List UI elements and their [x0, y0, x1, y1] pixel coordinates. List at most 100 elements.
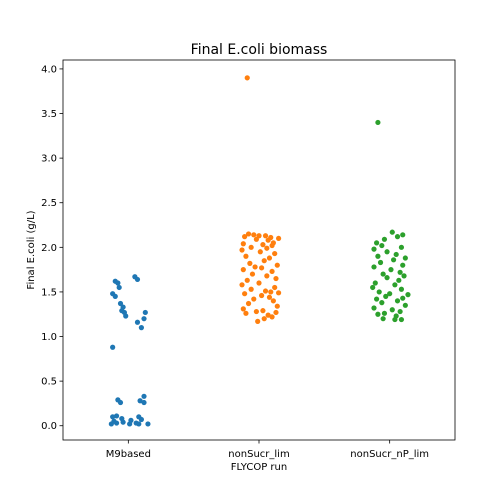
data-point: [389, 229, 395, 235]
data-point: [401, 273, 407, 279]
data-point: [256, 233, 262, 239]
data-point: [272, 284, 278, 291]
data-point: [112, 293, 118, 299]
data-point: [273, 309, 279, 316]
data-point: [380, 316, 386, 322]
data-point: [371, 246, 377, 252]
y-tick-label: 1.0: [41, 332, 57, 343]
data-point: [402, 302, 408, 308]
y-tick-label: 0.0: [41, 421, 57, 432]
data-point: [137, 398, 143, 404]
data-point: [240, 306, 246, 312]
data-point: [117, 399, 124, 406]
data-point: [397, 308, 403, 315]
data-point: [261, 258, 267, 264]
data-point: [381, 236, 388, 242]
y-tick-label: 2.5: [41, 198, 57, 209]
data-point: [383, 293, 389, 299]
y-tick-label: 3.5: [41, 109, 57, 120]
x-tick-label: nonSucr_nP_lim: [350, 449, 429, 460]
data-point: [392, 282, 398, 288]
data-point: [110, 414, 116, 420]
y-tick-label: 2.0: [41, 243, 57, 254]
data-point: [261, 316, 267, 322]
data-point: [374, 296, 380, 302]
data-point: [384, 249, 390, 255]
data-point: [145, 421, 151, 427]
data-point: [251, 232, 257, 238]
data-point: [276, 235, 282, 242]
x-tick-label: nonSucr_lim: [228, 449, 289, 460]
data-point: [387, 291, 393, 297]
data-point: [141, 399, 147, 406]
data-point: [117, 300, 124, 307]
data-point: [272, 250, 278, 257]
data-point: [276, 290, 282, 296]
y-tick-label: 0.5: [41, 377, 57, 388]
data-point: [371, 264, 377, 270]
series-nonSucr_nP_lim: [370, 119, 411, 323]
data-point: [265, 237, 271, 243]
data-point: [266, 294, 273, 300]
data-point: [136, 421, 142, 427]
data-point: [269, 268, 275, 275]
data-point: [248, 244, 254, 250]
data-point: [243, 253, 249, 259]
data-point: [273, 275, 279, 282]
data-point: [266, 255, 273, 261]
data-point: [264, 273, 270, 279]
data-point: [389, 307, 395, 313]
data-point: [242, 291, 248, 297]
data-point: [239, 247, 245, 253]
data-point: [248, 286, 254, 292]
data-point: [374, 240, 380, 246]
data-point: [134, 319, 141, 325]
data-point: [108, 421, 114, 427]
y-tick-label: 1.5: [41, 287, 57, 298]
data-point: [245, 231, 252, 237]
data-point: [116, 284, 122, 291]
data-point: [259, 265, 265, 271]
data-point: [251, 296, 257, 302]
data-point: [371, 305, 377, 311]
data-point: [244, 75, 250, 81]
data-point: [274, 262, 280, 268]
data-point: [370, 284, 376, 291]
data-point: [240, 267, 246, 273]
data-point: [113, 420, 120, 426]
plot-area: [108, 75, 411, 427]
data-point: [134, 276, 141, 283]
data-point: [260, 242, 266, 248]
data-point: [260, 308, 266, 314]
data-point: [398, 286, 405, 292]
data-point: [397, 269, 403, 275]
data-point: [262, 288, 269, 294]
y-axis-title: Final E.coli (g/L): [26, 210, 37, 289]
data-point: [113, 413, 120, 419]
data-point: [393, 251, 399, 258]
data-point: [405, 292, 411, 298]
data-point: [400, 262, 406, 268]
data-point: [138, 416, 144, 423]
data-point: [253, 236, 259, 242]
series-M9based: [108, 274, 151, 427]
data-point: [141, 393, 147, 399]
data-point: [269, 314, 275, 320]
data-point: [249, 271, 256, 277]
data-point: [138, 325, 144, 331]
data-point: [243, 310, 249, 316]
data-point: [256, 280, 262, 286]
data-point: [384, 275, 390, 281]
data-point: [400, 232, 406, 238]
data-point: [265, 312, 271, 318]
data-point: [123, 313, 129, 319]
data-point: [375, 119, 381, 126]
data-point: [396, 277, 402, 283]
data-point: [388, 267, 394, 273]
y-axis: 0.0 0.5 1.0 1.5 2.0 2.5 3.0 3.5 4.0: [41, 64, 63, 432]
data-point: [398, 316, 405, 323]
data-point: [245, 300, 252, 307]
data-point: [259, 292, 265, 299]
data-point: [262, 233, 269, 239]
